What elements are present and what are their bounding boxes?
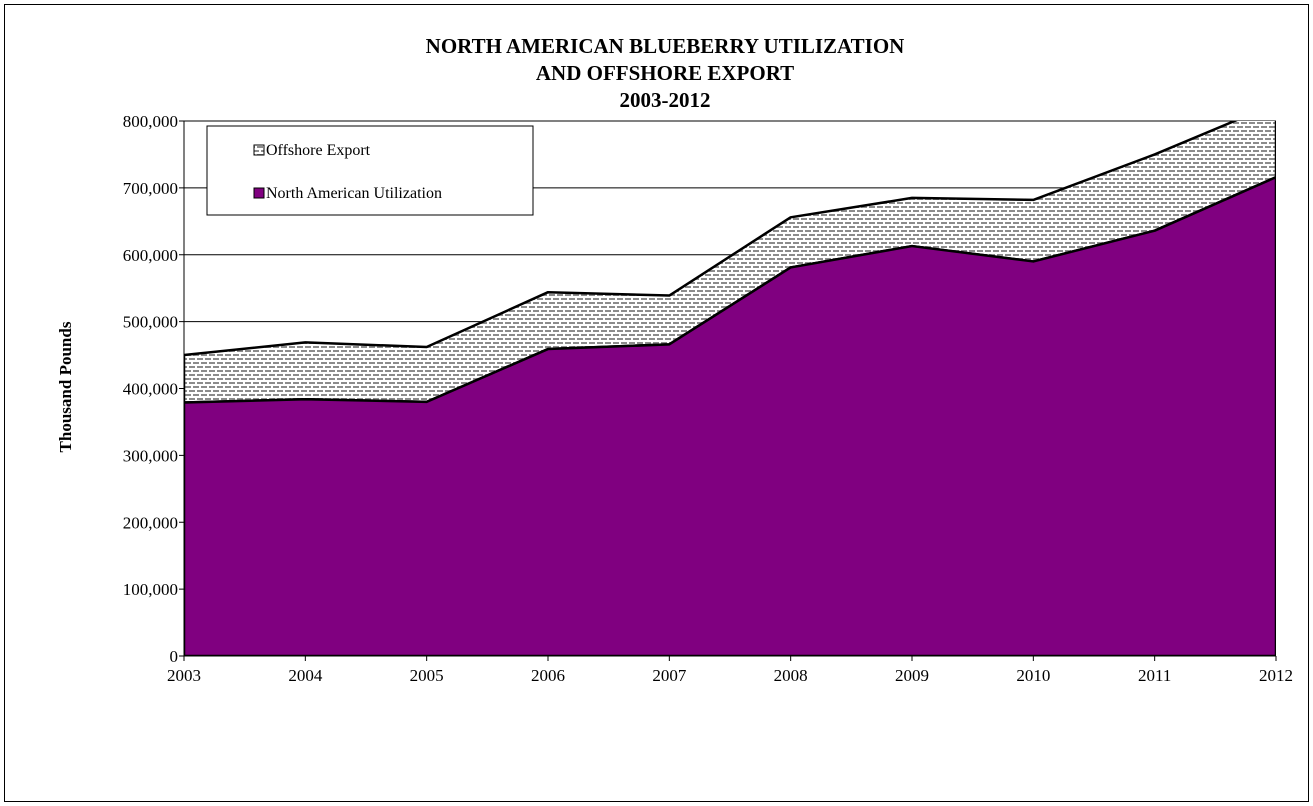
y-tick-label: 700,000 <box>123 179 178 198</box>
x-tick-label: 2004 <box>288 666 323 685</box>
x-tick-label: 2010 <box>1016 666 1050 685</box>
chart-title-line-3: 2003-2012 <box>620 88 711 112</box>
x-tick-label: 2003 <box>167 666 201 685</box>
x-tick-label: 2006 <box>531 666 565 685</box>
y-tick-label: 300,000 <box>123 446 178 465</box>
chart-title-line-2: AND OFFSHORE EXPORT <box>536 61 794 85</box>
area-series <box>184 121 1276 656</box>
x-tick-label: 2005 <box>410 666 444 685</box>
y-tick-label: 500,000 <box>123 313 178 332</box>
y-tick-label: 600,000 <box>123 246 178 265</box>
y-axis-label: Thousand Pounds <box>56 321 75 452</box>
y-tick-label: 0 <box>170 647 179 666</box>
x-tick-label: 2007 <box>652 666 687 685</box>
axes <box>179 120 1277 661</box>
x-tick-label: 2012 <box>1259 666 1293 685</box>
series-area-north-american-utilization <box>184 175 1276 656</box>
y-tick-label: 800,000 <box>123 112 178 131</box>
legend-box <box>206 125 534 216</box>
x-tick-label: 2009 <box>895 666 929 685</box>
chart-title-line-1: NORTH AMERICAN BLUEBERRY UTILIZATION <box>426 34 905 58</box>
legend-label-north-american-utilization: North American Utilization <box>266 185 442 202</box>
chart-frame: NORTH AMERICAN BLUEBERRY UTILIZATION AND… <box>4 4 1309 802</box>
y-tick-label: 400,000 <box>123 380 178 399</box>
x-tick-label: 2008 <box>774 666 808 685</box>
x-tick-label: 2011 <box>1138 666 1171 685</box>
chart-svg: NORTH AMERICAN BLUEBERRY UTILIZATION AND… <box>56 34 1293 685</box>
legend-swatch-north-american-utilization <box>253 187 265 199</box>
y-tick-labels: 0 100,000 200,000 300,000 400,000 500,000 600,… <box>123 112 178 666</box>
legend: Offshore Export North American Utilizati… <box>206 125 534 216</box>
legend-label-offshore-export: Offshore Export <box>266 142 371 159</box>
y-tick-label: 200,000 <box>123 513 178 532</box>
y-tick-label: 100,000 <box>123 580 178 599</box>
legend-swatch-offshore-export <box>253 144 265 156</box>
x-tick-labels: 2003 2004 2005 2006 2007 2008 2009 2010 2011 2012 <box>167 666 1293 685</box>
